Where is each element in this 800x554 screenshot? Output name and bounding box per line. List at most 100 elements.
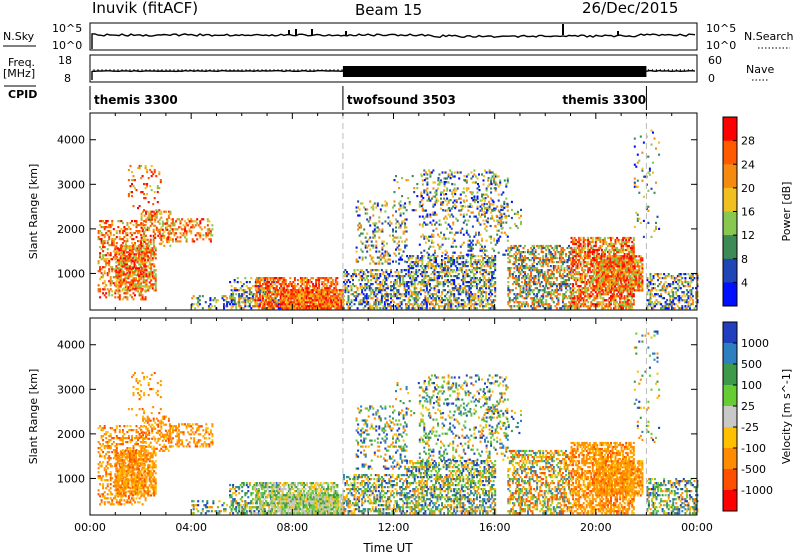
range-cell (447, 267, 450, 270)
range-cell (272, 297, 275, 300)
range-cell (329, 305, 332, 308)
range-cell (474, 279, 477, 282)
range-cell (401, 240, 404, 243)
range-cell (457, 297, 460, 300)
range-cell (275, 281, 278, 284)
range-cell (373, 230, 376, 233)
range-cell (232, 299, 235, 302)
range-cell (488, 273, 491, 276)
range-cell (545, 277, 548, 280)
range-cell (332, 291, 335, 294)
range-cell (350, 277, 353, 280)
range-cell (415, 257, 418, 260)
range-cell (319, 291, 322, 294)
range-cell (392, 230, 394, 233)
range-cell (451, 293, 454, 296)
range-cell (317, 291, 320, 294)
range-cell (304, 285, 307, 288)
range-cell (97, 262, 100, 265)
range-cell (494, 291, 497, 294)
range-cell (520, 220, 522, 224)
range-cell (533, 305, 536, 308)
range-cell (483, 281, 486, 284)
range-cell (405, 293, 408, 296)
range-cell (311, 295, 314, 298)
range-cell (524, 265, 526, 268)
range-cell (558, 269, 561, 272)
range-cell (378, 228, 381, 231)
range-cell (310, 295, 312, 298)
range-cell (560, 283, 563, 286)
range-cell (442, 259, 445, 262)
range-cell (386, 297, 389, 300)
range-cell (441, 271, 443, 274)
range-cell (435, 221, 438, 224)
range-cell (430, 235, 433, 238)
range-cell (454, 265, 457, 268)
range-cell (120, 220, 123, 223)
range-cell (427, 265, 430, 268)
range-cell (144, 259, 147, 262)
range-cell (416, 293, 419, 296)
range-cell (322, 307, 325, 310)
range-cell (459, 229, 462, 232)
range-cell (397, 307, 400, 310)
range-cell (395, 260, 397, 263)
range-cell (124, 261, 127, 264)
range-cell (251, 305, 254, 308)
range-cell (453, 259, 456, 262)
range-cell (433, 271, 436, 274)
range-cell (346, 301, 348, 304)
range-cell (425, 283, 428, 286)
range-cell (531, 291, 534, 294)
range-cell (466, 303, 469, 306)
range-cell (163, 210, 166, 213)
range-cell (308, 301, 311, 304)
range-cell (103, 270, 106, 273)
range-cell (119, 257, 122, 260)
range-cell (317, 299, 320, 302)
range-cell (466, 275, 469, 278)
range-cell (244, 299, 247, 302)
range-cell (498, 216, 501, 220)
range-cell (438, 265, 440, 268)
range-cell (372, 236, 375, 239)
range-cell (297, 289, 300, 292)
range-cell (381, 256, 384, 259)
range-cell (542, 265, 545, 268)
range-cell (459, 251, 462, 254)
range-cell (477, 303, 480, 306)
range-cell (111, 258, 114, 261)
range-cell (373, 234, 376, 237)
range-cell (108, 290, 111, 293)
range-cell (439, 283, 442, 286)
range-cell (527, 293, 529, 296)
range-cell (557, 289, 560, 292)
range-cell (514, 261, 517, 264)
range-cell (137, 290, 139, 293)
range-cell (296, 307, 299, 310)
range-cell (126, 272, 129, 275)
range-cell (560, 246, 563, 250)
range-cell (518, 216, 521, 220)
range-cell (367, 295, 370, 298)
range-cell (415, 259, 418, 262)
range-cell (127, 277, 130, 280)
range-cell (142, 238, 145, 241)
range-cell (464, 205, 467, 208)
range-cell (433, 305, 436, 308)
range-cell (463, 303, 466, 306)
range-cell (165, 238, 168, 241)
range-cell (514, 287, 517, 290)
range-cell (441, 269, 443, 272)
range-cell (100, 242, 103, 245)
range-cell (255, 279, 258, 282)
range-cell (548, 293, 551, 296)
range-cell (488, 281, 491, 284)
range-cell (510, 289, 513, 292)
range-cell (158, 187, 161, 190)
range-cell (337, 303, 340, 306)
range-cell (142, 277, 145, 280)
range-cell (255, 293, 258, 296)
range-cell (377, 269, 380, 272)
